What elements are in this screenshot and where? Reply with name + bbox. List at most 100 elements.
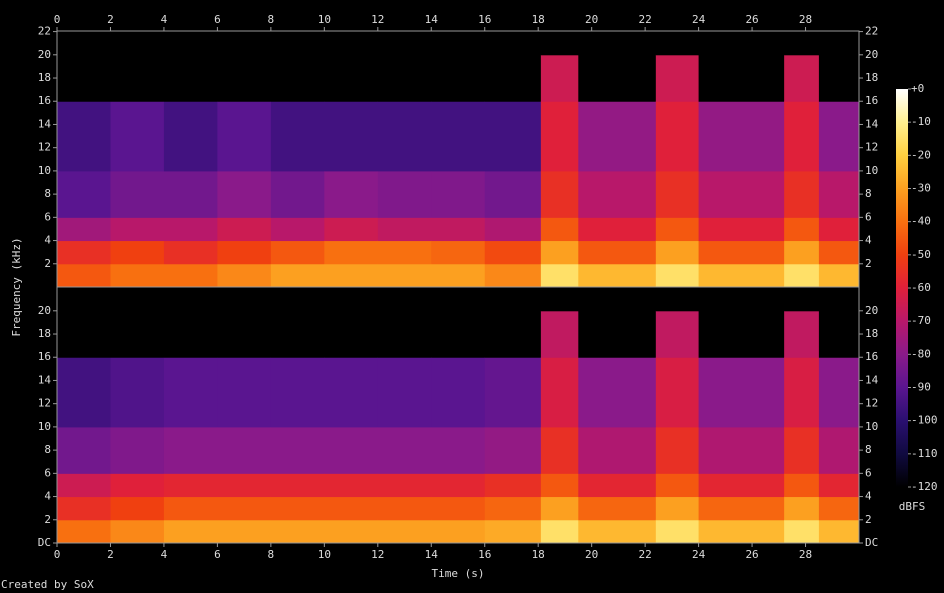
x-tick-label: 24 (692, 548, 706, 561)
x-tick-label-top: 24 (692, 13, 706, 26)
y-tick-label-right: 2 (865, 513, 872, 526)
spectrogram-cell (540, 101, 579, 172)
spectrogram-cell (578, 217, 657, 242)
x-tick-label: 14 (425, 548, 439, 561)
x-tick-label-top: 28 (799, 13, 812, 26)
spectrogram-cell (818, 310, 860, 358)
y-tick-label-right: DC (865, 536, 878, 549)
spectrogram-cell (324, 287, 379, 312)
spectrogram-cell (698, 287, 785, 312)
spectrogram-cell (431, 287, 486, 312)
y-tick-label: 4 (44, 234, 51, 247)
spectrogram-cell (431, 519, 486, 544)
spectrogram-cell (784, 519, 820, 544)
spectrogram-cell (784, 101, 820, 172)
y-tick-label: 14 (38, 373, 52, 386)
x-tick-label-top: 6 (214, 13, 221, 26)
colorbar-tick-label: -80 (911, 347, 931, 360)
y-tick-label: 18 (38, 327, 51, 340)
plot-frame (56, 286, 860, 544)
spectrogram-cell (784, 170, 820, 218)
spectrogram-cell (377, 217, 432, 242)
x-tick-label-top: 18 (532, 13, 545, 26)
y-tick-label: 6 (44, 210, 51, 223)
spectrogram-cell (484, 496, 542, 521)
y-tick-label-right: 4 (865, 234, 872, 247)
spectrogram-cell (698, 473, 785, 498)
spectrogram-cell (698, 496, 785, 521)
spectrogram-cell (484, 357, 542, 428)
spectrogram-cell (578, 31, 657, 56)
spectrogram-cell (698, 170, 785, 218)
x-tick-label-top: 26 (745, 13, 758, 26)
spectrogram-cell (110, 54, 165, 102)
colorbar-tick-label: -60 (911, 281, 931, 294)
spectrogram-cell (110, 217, 165, 242)
spectrogram-cell (655, 31, 700, 56)
spectrogram-cell (540, 357, 579, 428)
y-tick-label: 6 (44, 466, 51, 479)
spectrogram-cell (818, 240, 860, 265)
spectrogram-cell (110, 263, 165, 288)
y-tick-label-right: 14 (865, 117, 879, 130)
spectrogram-cell (484, 170, 542, 218)
spectrogram-cell (818, 101, 860, 172)
spectrogram-cell (655, 310, 700, 358)
spectrogram-cell (57, 263, 111, 288)
spectrogram-cell (217, 170, 272, 218)
y-tick-label: 20 (38, 48, 51, 61)
spectrogram-cell (110, 310, 165, 358)
spectrogram-cell (377, 170, 432, 218)
spectrogram-cell (431, 170, 486, 218)
spectrogram-cell (818, 496, 860, 521)
spectrogram-cell (818, 426, 860, 474)
spectrogram-cell (270, 519, 325, 544)
y-tick-label-right: 20 (865, 48, 878, 61)
spectrogram-cell (698, 101, 785, 172)
spectrogram-cell (784, 263, 820, 288)
spectrogram-cell (324, 496, 379, 521)
spectrogram-cell (818, 263, 860, 288)
spectrogram-cell (578, 426, 657, 474)
spectrogram-cell (377, 240, 432, 265)
x-tick-label-top: 16 (478, 13, 491, 26)
spectrogram-cell (270, 101, 325, 172)
colorbar-tick-label: -120 (911, 480, 938, 493)
spectrogram-cell (578, 263, 657, 288)
spectrogram-cell (324, 217, 379, 242)
spectrogram-cell (324, 310, 379, 358)
y-tick-label-right: 6 (865, 466, 872, 479)
spectrogram-cell (484, 310, 542, 358)
spectrogram-cell (324, 519, 379, 544)
spectrogram-cell (784, 357, 820, 428)
x-tick-label-top: 2 (107, 13, 114, 26)
spectrogram-cell (377, 357, 432, 428)
spectrogram-cell (163, 519, 218, 544)
spectrogram-cell (57, 287, 111, 312)
spectrogram-cell (431, 101, 486, 172)
spectrogram-cell (484, 519, 542, 544)
spectrogram-cell (655, 473, 700, 498)
spectrogram-cell (377, 473, 432, 498)
y-tick-label-right: 12 (865, 397, 878, 410)
spectrogram-cell (57, 473, 111, 498)
spectrogram-cell (110, 287, 165, 312)
y-tick-label: 4 (44, 490, 51, 503)
spectrogram-cell (655, 426, 700, 474)
spectrogram-cell (655, 496, 700, 521)
spectrogram-cell (818, 473, 860, 498)
spectrogram-cell (578, 54, 657, 102)
colorbar-tick-label: -20 (911, 148, 931, 161)
spectrogram-cell (784, 287, 820, 312)
spectrogram-cell (578, 310, 657, 358)
spectrogram-cell (484, 54, 542, 102)
spectrogram-cell (578, 240, 657, 265)
x-tick-label: 18 (532, 548, 545, 561)
spectrogram-cell (540, 287, 579, 312)
spectrogram-cell (57, 310, 111, 358)
spectrogram-cell (698, 310, 785, 358)
y-tick-label-right: 4 (865, 490, 872, 503)
spectrogram-cell (110, 357, 165, 428)
y-tick-label-right: 18 (865, 327, 878, 340)
